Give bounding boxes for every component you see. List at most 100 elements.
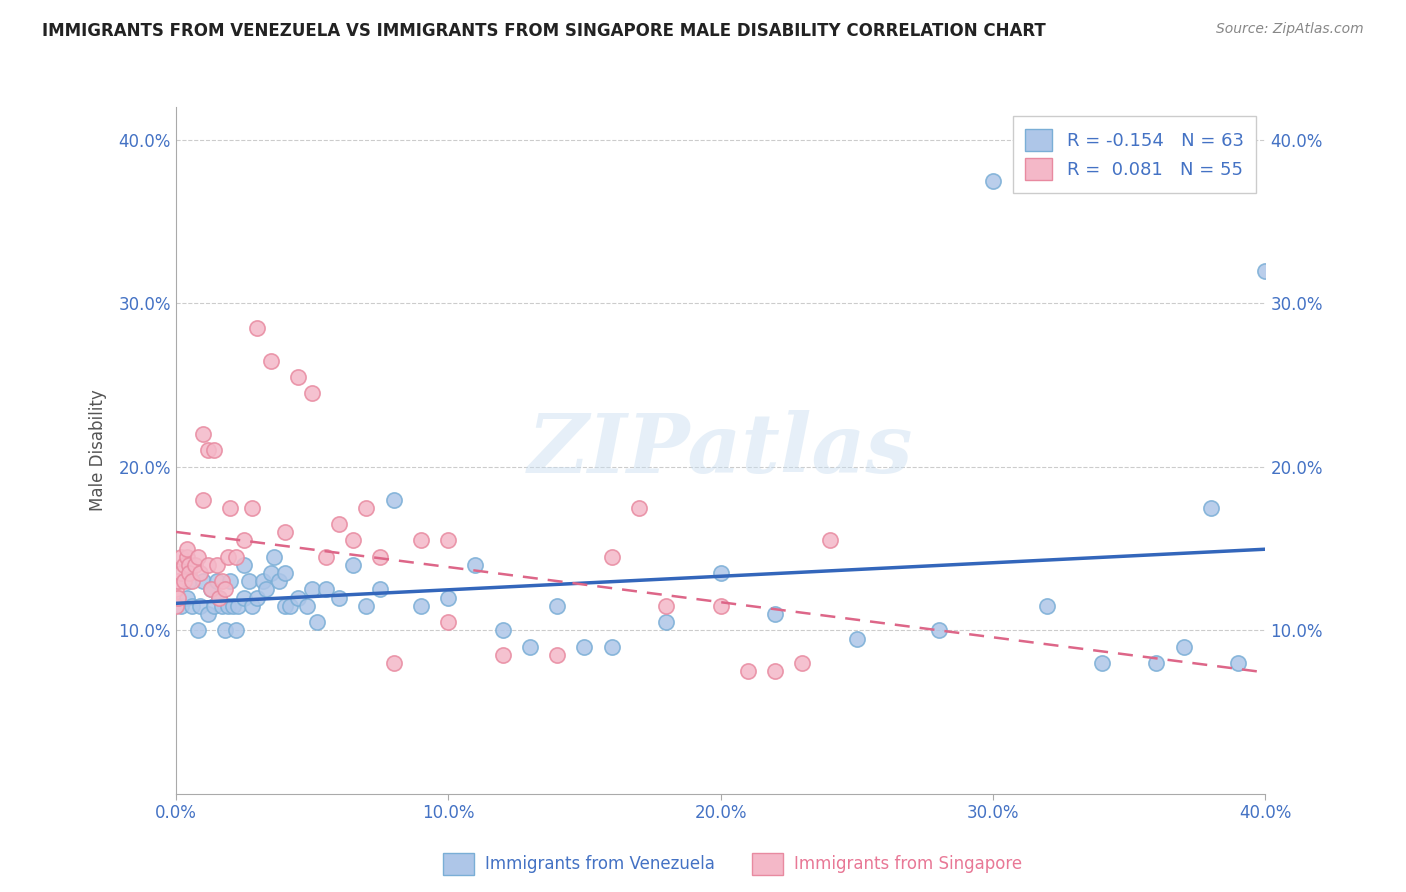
Point (191, 492, 214, 507)
Point (710, 599, 733, 613)
Point (928, 624, 950, 638)
Point (170, 599, 193, 613)
Point (437, 615, 460, 630)
Y-axis label: Male Disability: Male Disability (89, 390, 107, 511)
Point (173, 558, 195, 572)
Point (205, 558, 228, 572)
Text: Source: ZipAtlas.com: Source: ZipAtlas.com (1216, 22, 1364, 37)
Point (232, 591, 254, 605)
Point (574, 640, 596, 654)
Point (627, 500, 650, 515)
Point (737, 664, 759, 679)
Text: Immigrants from Venezuela: Immigrants from Venezuela (485, 855, 714, 872)
Point (437, 533, 460, 548)
Point (260, 353, 283, 368)
Point (167, 574, 190, 589)
Point (382, 656, 405, 670)
Point (232, 533, 254, 548)
Point (763, 607, 786, 621)
Point (274, 566, 297, 580)
Point (287, 369, 309, 384)
Point (278, 599, 301, 613)
Point (301, 582, 323, 597)
Bar (443, 853, 474, 875)
Point (1199, 500, 1222, 515)
Point (176, 541, 198, 556)
Point (202, 599, 225, 613)
Point (219, 500, 242, 515)
Point (519, 640, 541, 654)
Point (179, 558, 201, 572)
Point (342, 558, 364, 572)
Point (301, 386, 323, 401)
Point (1173, 640, 1195, 654)
Point (287, 591, 309, 605)
Point (492, 624, 515, 638)
Point (217, 549, 239, 564)
Point (179, 566, 201, 580)
Point (600, 549, 623, 564)
Text: ZIPatlas: ZIPatlas (527, 410, 914, 491)
Point (200, 582, 222, 597)
Point (368, 549, 391, 564)
Legend: R = -0.154   N = 63, R =  0.081   N = 55: R = -0.154 N = 63, R = 0.081 N = 55 (1012, 116, 1257, 193)
Point (217, 599, 239, 613)
Point (197, 607, 219, 621)
Point (191, 427, 214, 442)
Point (214, 624, 236, 638)
Point (222, 599, 245, 613)
Point (211, 599, 233, 613)
Point (845, 632, 868, 646)
Text: Immigrants from Singapore: Immigrants from Singapore (794, 855, 1022, 872)
Point (792, 656, 814, 670)
Point (176, 591, 198, 605)
Point (492, 648, 515, 662)
Point (225, 549, 247, 564)
Point (263, 549, 285, 564)
Point (208, 591, 231, 605)
Point (1227, 656, 1250, 670)
Point (252, 574, 274, 589)
Point (197, 443, 219, 458)
Point (240, 599, 263, 613)
Point (710, 566, 733, 580)
Point (208, 591, 231, 605)
Point (165, 599, 187, 613)
Point (368, 582, 391, 597)
Point (225, 624, 247, 638)
Point (238, 574, 260, 589)
Point (382, 492, 405, 507)
Point (200, 582, 222, 597)
Point (165, 582, 187, 597)
Point (260, 566, 283, 580)
Point (356, 500, 378, 515)
Point (188, 566, 211, 580)
Point (181, 599, 204, 613)
Point (228, 599, 250, 613)
Point (186, 549, 209, 564)
Point (246, 591, 269, 605)
Point (1254, 263, 1277, 277)
Point (274, 525, 297, 540)
Bar (752, 853, 783, 875)
Point (307, 615, 329, 630)
Point (1036, 599, 1059, 613)
Point (464, 558, 486, 572)
Point (437, 591, 460, 605)
Point (546, 648, 568, 662)
Point (197, 558, 219, 572)
Point (600, 640, 623, 654)
Point (205, 574, 228, 589)
Point (214, 582, 236, 597)
Point (176, 549, 198, 564)
Point (981, 173, 1004, 188)
Point (202, 443, 225, 458)
Point (655, 599, 678, 613)
Point (186, 624, 209, 638)
Point (219, 574, 242, 589)
Point (188, 599, 211, 613)
Point (274, 599, 297, 613)
Point (191, 574, 214, 589)
Point (184, 558, 207, 572)
Point (179, 574, 201, 589)
